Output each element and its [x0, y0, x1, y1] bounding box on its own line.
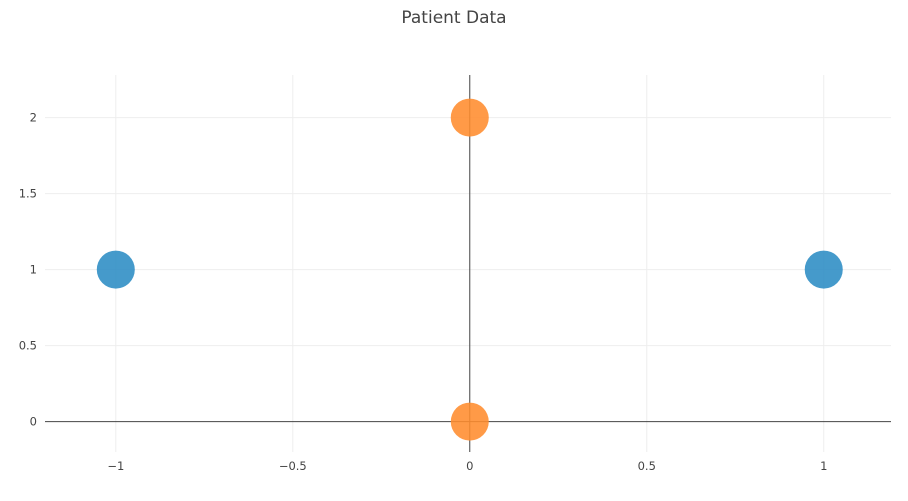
- y-tick-label: 1: [30, 263, 37, 277]
- data-point: [96, 250, 135, 289]
- x-tick-label: 1: [820, 459, 827, 473]
- data-point: [450, 402, 489, 441]
- x-tick-label: 0.5: [638, 459, 656, 473]
- y-tick-label: 0.5: [19, 339, 37, 353]
- data-point: [804, 250, 843, 289]
- y-tick-label: 2: [30, 111, 37, 125]
- y-tick-label: 1.5: [19, 187, 37, 201]
- data-point: [450, 98, 489, 137]
- chart-title: Patient Data: [401, 8, 507, 28]
- x-tick-label: 0: [466, 459, 473, 473]
- y-tick-label: 0: [30, 415, 37, 429]
- x-tick-label: −1: [107, 459, 124, 473]
- x-tick-label: −0.5: [279, 459, 307, 473]
